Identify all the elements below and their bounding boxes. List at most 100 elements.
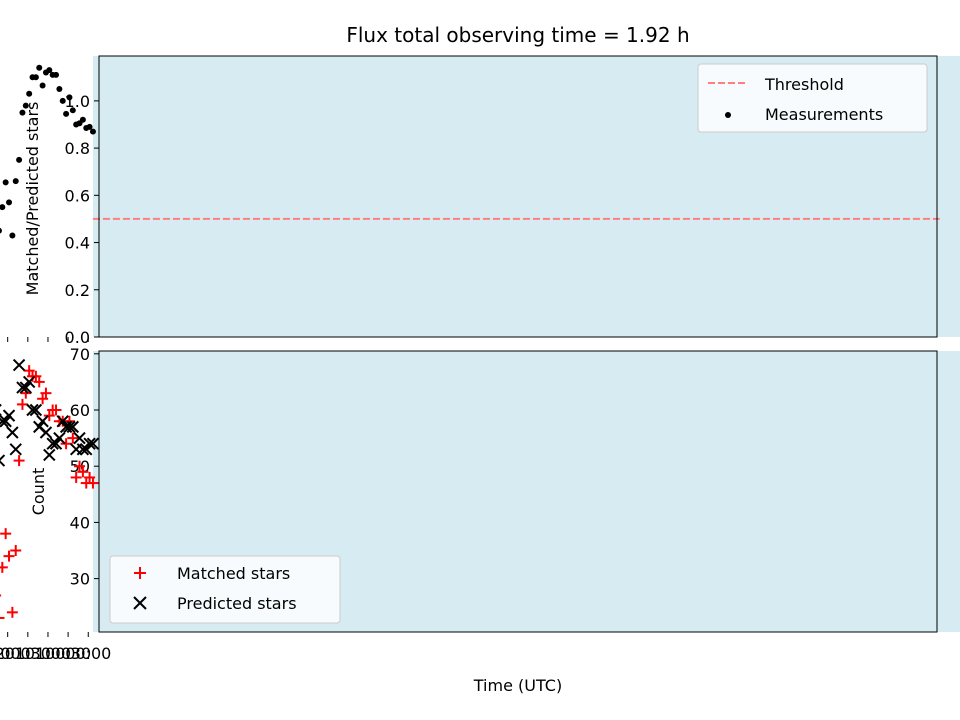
measurement-point (36, 64, 43, 71)
measurement-point (2, 179, 9, 186)
matched-star-point (13, 455, 25, 467)
predicted-star-point (0, 403, 2, 417)
predicted-star-stroke (0, 460, 6, 467)
count-panel: 3040506070 00:0000:3001:0001:3002:0002:3… (0, 345, 960, 695)
measurement-point (49, 71, 56, 78)
matched-star-point (0, 616, 5, 619)
predicted-star-stroke (0, 415, 9, 425)
measurement-point (0, 204, 6, 211)
predicted-star-point (19, 381, 33, 394)
predicted-star-point (80, 443, 93, 456)
matched-star-point (0, 561, 8, 573)
y-tick-label: 0.6 (65, 186, 90, 205)
predicted-star-stroke (12, 358, 26, 372)
matched-star-point (23, 365, 35, 377)
predicted-star-point (9, 443, 22, 456)
matched-star-point (80, 477, 92, 489)
count-legend: Matched stars Predicted stars (109, 555, 341, 624)
legend-measurements-swatch (725, 112, 731, 118)
predicted-star-point (69, 443, 83, 456)
y-tick-label: 0.4 (65, 234, 90, 253)
x-tick-label: 01:30 (5, 644, 51, 663)
measurement-point (9, 232, 16, 239)
predicted-star-point (12, 358, 26, 372)
x-tick-label: 00:00 (65, 644, 111, 663)
legend-predicted-stroke (133, 596, 147, 610)
predicted-star-stroke (63, 420, 76, 434)
matched-star-point (6, 606, 18, 618)
matched-star-point (16, 398, 28, 410)
ratio-axes-frame (98, 55, 938, 338)
predicted-stars-points (0, 358, 100, 467)
measurement-points (0, 64, 96, 239)
x-axis-label: Time (UTC) (473, 676, 562, 695)
measurement-point (63, 110, 70, 117)
y-tick-label: 60 (70, 401, 90, 420)
predicted-star-point (73, 431, 86, 445)
predicted-star-stroke (29, 403, 43, 417)
predicted-star-stroke (26, 403, 39, 417)
measurement-point (42, 69, 49, 76)
predicted-star-stroke (19, 381, 33, 394)
legend-matched-swatch (134, 567, 146, 579)
predicted-star-stroke (56, 415, 69, 428)
measurement-point (29, 74, 36, 81)
predicted-star-stroke (46, 437, 59, 450)
predicted-star-stroke (69, 443, 83, 456)
predicted-star-stroke (0, 454, 6, 461)
chart-title: Flux total observing time = 1.92 h (346, 23, 689, 47)
y-tick-label: 70 (70, 345, 90, 364)
predicted-star-stroke (73, 431, 86, 445)
count-legend-box (109, 555, 341, 624)
x-tick-label: 02:00 (0, 644, 31, 663)
legend-threshold-label: Threshold (764, 75, 844, 94)
measurement-point (26, 90, 33, 97)
measurement-point (59, 97, 66, 104)
predicted-star-point (0, 415, 9, 428)
matched-star-point (33, 376, 45, 388)
matched-star-point (3, 550, 15, 562)
x-tick-label: 02:30 (0, 644, 11, 663)
predicted-star-point (49, 437, 63, 450)
predicted-star-point (26, 403, 39, 417)
predicted-star-point (56, 415, 69, 428)
matched-star-point (47, 404, 59, 416)
legend-predicted-label: Predicted stars (177, 594, 297, 613)
predicted-star-stroke (16, 381, 29, 394)
y-tick-label: 0.2 (65, 281, 90, 300)
matched-star-point (70, 471, 82, 483)
legend-measurements-label: Measurements (765, 105, 883, 124)
x-tick-label: 00:30 (45, 644, 91, 663)
count-axes-frame (98, 350, 938, 633)
matched-star-point (60, 438, 72, 450)
matched-star-point (0, 528, 12, 540)
predicted-star-point (33, 420, 46, 434)
predicted-star-point (36, 415, 49, 428)
count-y-axis-label: Count (29, 468, 48, 516)
predicted-star-point (59, 420, 73, 434)
legend-predicted-swatch (133, 596, 147, 610)
measurement-point (6, 199, 13, 206)
matched-star-point (74, 460, 86, 472)
ratio-y-axis-label: Matched/Predicted stars (23, 102, 42, 296)
predicted-star-point (6, 426, 19, 439)
matched-star-point (37, 393, 49, 405)
measurement-point (22, 102, 29, 109)
ratio-legend: Threshold Measurements (697, 63, 928, 133)
matched-star-point (77, 466, 89, 478)
measurement-point (69, 107, 76, 114)
predicted-star-point (0, 415, 12, 428)
predicted-star-point (46, 437, 59, 450)
predicted-star-stroke (0, 415, 12, 428)
predicted-star-stroke (49, 437, 63, 450)
measurement-point (19, 109, 26, 116)
predicted-star-point (29, 403, 43, 417)
y-tick-label: 0.0 (65, 328, 90, 347)
measurement-point (83, 125, 90, 132)
matched-star-point (10, 545, 22, 557)
measurement-point (16, 156, 23, 163)
matched-star-point (0, 594, 2, 597)
predicted-star-stroke (59, 420, 73, 434)
